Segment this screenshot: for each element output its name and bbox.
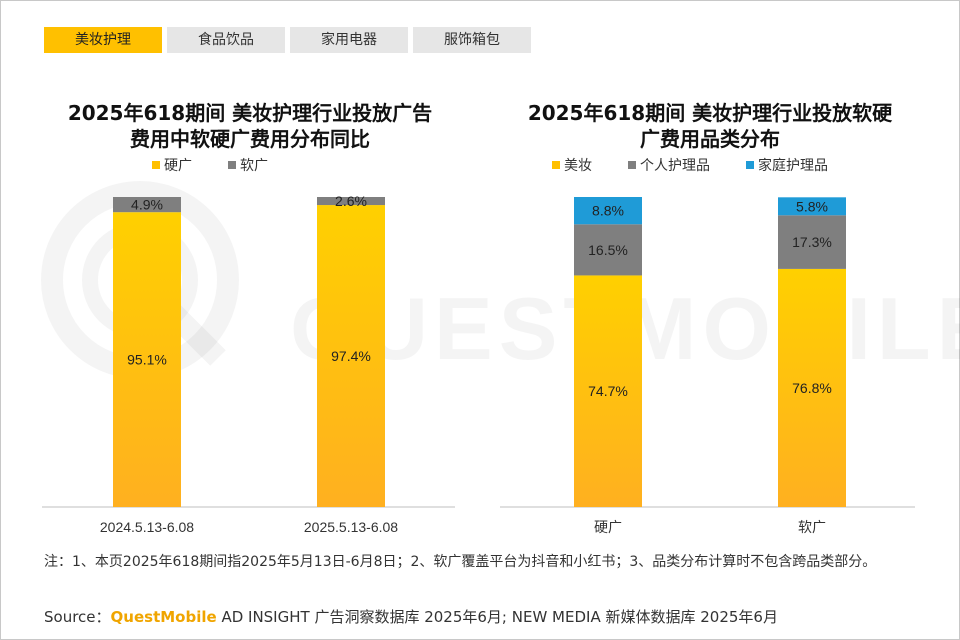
legend-swatch bbox=[628, 161, 636, 169]
right-chart-legend: 美妆 个人护理品 家庭护理品 bbox=[552, 155, 828, 175]
x-tick-label: 2024.5.13-6.08 bbox=[100, 519, 194, 535]
bar-segment bbox=[778, 268, 846, 507]
right-chart-title: 2025年618期间 美妆护理行业投放软硬 广费用品类分布 bbox=[500, 100, 920, 152]
data-label: 74.7% bbox=[588, 383, 628, 399]
bar-segment bbox=[574, 275, 642, 507]
x-tick-label: 硬广 bbox=[594, 519, 622, 535]
tab-beauty[interactable]: 美妆护理 bbox=[44, 27, 162, 53]
bar-segment bbox=[574, 224, 642, 276]
data-label: 76.8% bbox=[792, 380, 832, 396]
right-chart-title-line1: 2025年618期间 美妆护理行业投放软硬 bbox=[527, 101, 893, 125]
category-tabs: 美妆护理 食品饮品 家用电器 服饰箱包 bbox=[44, 27, 531, 53]
data-label: 17.3% bbox=[792, 234, 832, 250]
footnote: 注：1、本页2025年618期间指2025年5月13日-6月8日；2、软广覆盖平… bbox=[44, 554, 877, 570]
bar-segment bbox=[317, 205, 385, 507]
legend-label: 个人护理品 bbox=[640, 158, 710, 174]
legend-swatch bbox=[228, 161, 236, 169]
bar-segment bbox=[778, 215, 846, 269]
bar-segment bbox=[778, 197, 846, 216]
bar-segment bbox=[113, 197, 181, 213]
legend-swatch bbox=[746, 161, 754, 169]
data-label: 4.9% bbox=[131, 197, 163, 213]
tab-food-drink[interactable]: 食品饮品 bbox=[167, 27, 285, 53]
data-label: 97.4% bbox=[331, 348, 371, 364]
source-suffix: AD INSIGHT 广告洞察数据库 2025年6月; NEW MEDIA 新媒… bbox=[216, 608, 778, 626]
source-prefix: Source： bbox=[44, 608, 111, 626]
legend-item-home-care: 家庭护理品 bbox=[746, 155, 828, 175]
legend-item-soft-ad: 软广 bbox=[228, 155, 268, 175]
x-tick-label: 2025.5.13-6.08 bbox=[304, 519, 398, 535]
source-brand: QuestMobile bbox=[110, 608, 217, 626]
data-label: 2.6% bbox=[335, 193, 367, 209]
tab-home-appliance[interactable]: 家用电器 bbox=[290, 27, 408, 53]
x-tick-label: 软广 bbox=[798, 519, 826, 535]
bar-segment bbox=[317, 197, 385, 206]
bar-segment bbox=[113, 212, 181, 507]
data-label: 5.8% bbox=[796, 198, 828, 214]
data-label: 8.8% bbox=[592, 203, 624, 219]
data-label: 95.1% bbox=[127, 352, 167, 368]
legend-label: 硬广 bbox=[164, 158, 192, 174]
left-chart-title: 2025年618期间 美妆护理行业投放广告 费用中软硬广费用分布同比 bbox=[40, 100, 460, 152]
legend-item-personal-care: 个人护理品 bbox=[628, 155, 710, 175]
legend-swatch bbox=[152, 161, 160, 169]
legend-label: 美妆 bbox=[564, 158, 592, 174]
left-chart-title-line2: 费用中软硬广费用分布同比 bbox=[130, 127, 370, 151]
tab-apparel-bags[interactable]: 服饰箱包 bbox=[413, 27, 531, 53]
left-chart-legend: 硬广 软广 bbox=[152, 155, 268, 175]
legend-item-hard-ad: 硬广 bbox=[152, 155, 192, 175]
bar-segment bbox=[574, 197, 642, 225]
right-chart-title-line2: 广费用品类分布 bbox=[640, 127, 780, 151]
data-label: 16.5% bbox=[588, 242, 628, 258]
source-line: Source：QuestMobile AD INSIGHT 广告洞察数据库 20… bbox=[44, 606, 778, 627]
left-chart-title-line1: 2025年618期间 美妆护理行业投放广告 bbox=[67, 101, 433, 125]
legend-item-makeup: 美妆 bbox=[552, 155, 592, 175]
legend-label: 软广 bbox=[240, 158, 268, 174]
legend-label: 家庭护理品 bbox=[758, 158, 828, 174]
legend-swatch bbox=[552, 161, 560, 169]
